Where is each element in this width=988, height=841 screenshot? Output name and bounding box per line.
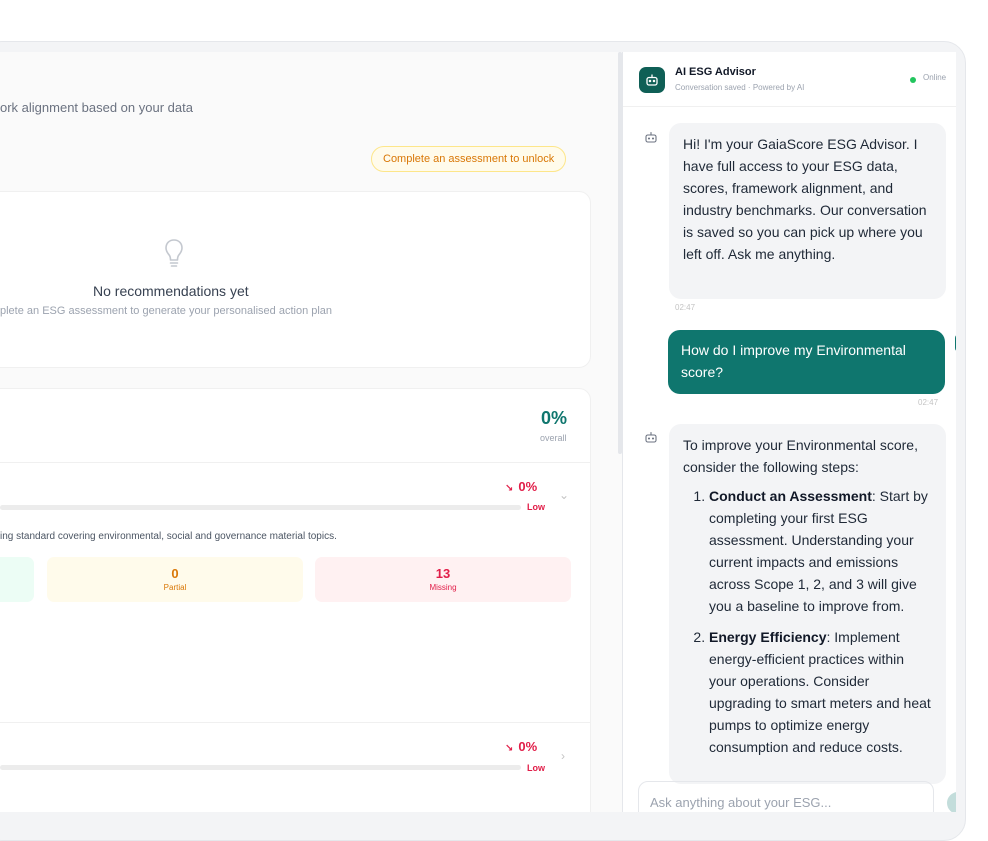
scrollbar[interactable] bbox=[618, 52, 622, 454]
chat-header: AI ESG Advisor Conversation saved · Powe… bbox=[623, 52, 956, 107]
bot-message-icon bbox=[645, 431, 657, 443]
stat-partial-label: Partial bbox=[163, 583, 187, 592]
page-subtitle: ork alignment based on your data bbox=[0, 100, 193, 115]
bot-avatar bbox=[639, 67, 665, 93]
message-timestamp: 02:47 bbox=[675, 303, 696, 312]
stat-partial: 0 Partial bbox=[47, 557, 303, 602]
stat-missing: 13 Missing bbox=[315, 557, 571, 602]
list-item: Energy Efficiency: Implement energy-effi… bbox=[709, 626, 932, 758]
chevron-down-icon[interactable]: ⌄ bbox=[559, 488, 570, 502]
framework-progress-bar bbox=[0, 765, 521, 770]
framework-progress-bar bbox=[0, 505, 521, 510]
chat-input[interactable]: Ask anything about your ESG... bbox=[638, 781, 934, 812]
overall-percentage: 0% bbox=[541, 408, 568, 428]
divider bbox=[0, 722, 591, 723]
lightbulb-icon bbox=[165, 239, 183, 267]
step-text: : Start by completing your first ESG ass… bbox=[709, 488, 928, 614]
divider bbox=[0, 462, 591, 463]
framework-level: Low bbox=[527, 502, 545, 512]
trend-down-icon: ↘ bbox=[505, 743, 514, 754]
chevron-right-icon[interactable]: › bbox=[561, 749, 565, 763]
message-timestamp: 02:47 bbox=[918, 398, 939, 407]
bot-message-intro: To improve your Environmental score, con… bbox=[683, 437, 918, 475]
step-title: Energy Efficiency bbox=[709, 629, 827, 645]
framework-level: Low bbox=[527, 763, 545, 773]
empty-state-title: No recommendations yet bbox=[93, 283, 249, 299]
stat-missing-count: 13 bbox=[435, 566, 451, 581]
framework-score: ↘ 0% bbox=[505, 739, 538, 754]
trend-down-icon: ↘ bbox=[505, 483, 514, 494]
recommendations-card bbox=[0, 191, 591, 368]
online-status: Online bbox=[923, 73, 947, 82]
chat-panel: AI ESG Advisor Conversation saved · Powe… bbox=[622, 52, 956, 812]
chat-title: AI ESG Advisor bbox=[675, 66, 756, 78]
user-avatar bbox=[955, 334, 956, 352]
chat-subtitle: Conversation saved · Powered by AI bbox=[675, 83, 805, 92]
user-message: How do I improve my Environmental score? bbox=[668, 330, 945, 394]
unlock-badge: Complete an assessment to unlock bbox=[371, 146, 567, 172]
step-text: : Implement energy-efficient practices w… bbox=[709, 629, 931, 755]
bot-message-icon bbox=[645, 131, 657, 143]
app-content: ork alignment based on your data Complet… bbox=[0, 52, 956, 812]
steps-list: Conduct an Assessment: Start by completi… bbox=[683, 485, 932, 758]
framework-description: ing standard covering environmental, soc… bbox=[0, 531, 337, 542]
stat-covered bbox=[0, 557, 34, 602]
step-title: Conduct an Assessment bbox=[709, 488, 872, 504]
robot-icon bbox=[646, 74, 658, 86]
bot-message: To improve your Environmental score, con… bbox=[669, 424, 946, 784]
bot-message: Hi! I'm your GaiaScore ESG Advisor. I ha… bbox=[669, 123, 946, 299]
framework-score: ↘ 0% bbox=[505, 479, 538, 494]
stat-missing-label: Missing bbox=[429, 583, 457, 592]
send-button[interactable] bbox=[947, 792, 956, 812]
stat-partial-count: 0 bbox=[171, 566, 179, 581]
main-panel: ork alignment based on your data Complet… bbox=[0, 52, 618, 812]
overall-label: overall bbox=[540, 433, 567, 443]
online-indicator bbox=[910, 77, 916, 83]
empty-state-description: plete an ESG assessment to generate your… bbox=[0, 305, 333, 317]
list-item: Conduct an Assessment: Start by completi… bbox=[709, 485, 932, 617]
